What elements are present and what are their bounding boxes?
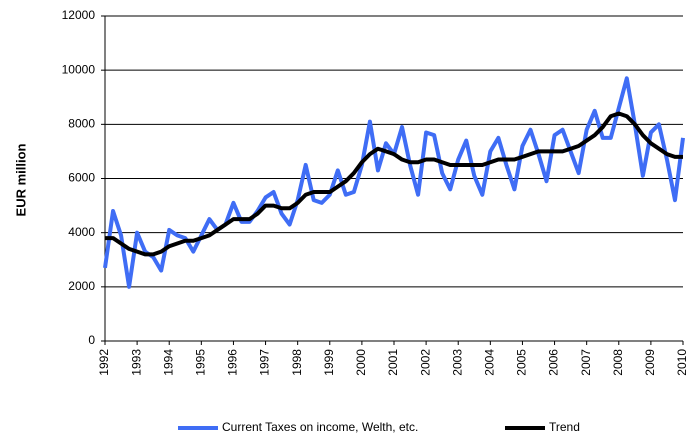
- x-tick-label: 1997: [258, 349, 272, 376]
- series-line: [103, 76, 685, 289]
- x-tick-label: 2002: [418, 349, 432, 376]
- y-tick-label: 12000: [62, 8, 96, 22]
- y-tick-label: 6000: [68, 171, 95, 185]
- y-tick-label: 0: [88, 333, 95, 347]
- legend-label: Trend: [549, 420, 580, 434]
- x-tick-label: 2000: [354, 349, 368, 376]
- x-tick-label: 2003: [450, 349, 464, 376]
- y-tick-label: 4000: [68, 225, 95, 239]
- x-tick-label: 1992: [97, 349, 111, 376]
- x-tick-label: 2009: [643, 349, 657, 376]
- x-tick-label: 1993: [129, 349, 143, 376]
- y-tick-label: 10000: [62, 62, 96, 76]
- x-tick-label: 2005: [515, 349, 529, 376]
- x-tick-label: 2004: [483, 349, 497, 376]
- x-tick-label: 2001: [386, 349, 400, 376]
- x-tick-label: 1994: [161, 349, 175, 376]
- y-tick-label: 2000: [68, 279, 95, 293]
- x-tick-label: 2007: [579, 349, 593, 376]
- x-tick-label: 2010: [675, 349, 689, 376]
- x-tick-label: 1995: [194, 349, 208, 376]
- x-tick-label: 1999: [322, 349, 336, 376]
- y-tick-label: 8000: [68, 117, 95, 131]
- series-line: [105, 111, 683, 257]
- x-tick-label: 1998: [290, 349, 304, 376]
- legend-label: Current Taxes on income, Welth, etc.: [222, 420, 418, 434]
- y-axis-label: EUR million: [13, 143, 28, 216]
- x-tick-label: 2008: [611, 349, 625, 376]
- x-tick-label: 1996: [226, 349, 240, 376]
- x-tick-label: 2006: [547, 349, 561, 376]
